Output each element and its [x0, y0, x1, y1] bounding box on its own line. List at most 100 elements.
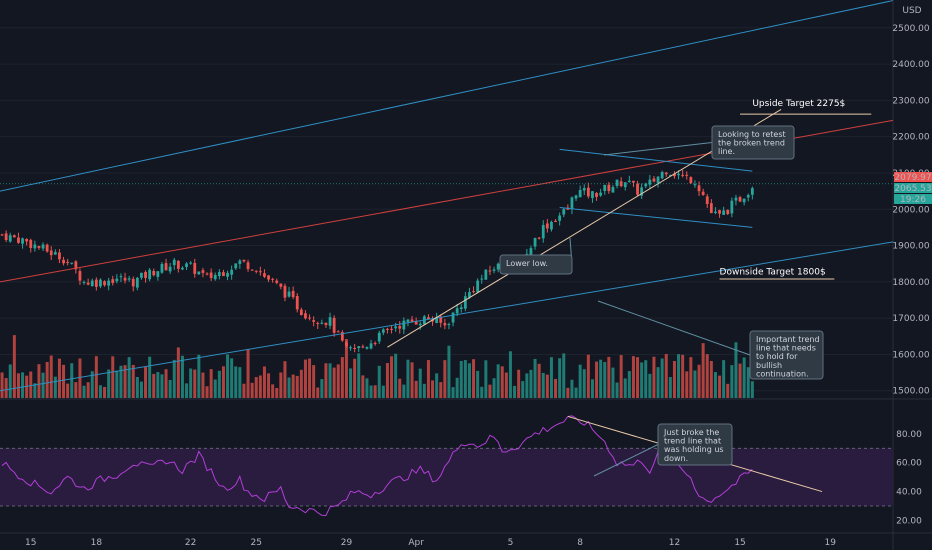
volume-bar [738, 363, 742, 398]
candle-body [480, 278, 484, 280]
annotation-text: trend line that [664, 437, 721, 446]
candle-body [591, 191, 594, 199]
volume-bar [406, 359, 410, 398]
volume-bar [123, 365, 127, 398]
time-tick-label: 15 [25, 538, 36, 548]
candle-body [217, 272, 221, 277]
candle-body [131, 278, 135, 287]
candle-body [664, 172, 668, 175]
volume-bar [722, 360, 726, 398]
volume-bar [221, 366, 225, 398]
volume-bar [549, 357, 553, 398]
volume-bar [726, 383, 730, 398]
volume-bar [668, 377, 672, 398]
candle-body [275, 280, 279, 283]
volume-bar [517, 369, 521, 398]
volume-bar [566, 387, 570, 398]
candle-body [49, 250, 53, 256]
volume-bar [455, 377, 459, 398]
candle-body [398, 325, 402, 329]
volume-bar [357, 353, 361, 398]
time-tick-label: 12 [669, 538, 680, 548]
candle-body [373, 343, 377, 345]
candle-body [357, 346, 361, 349]
candle-body [238, 260, 242, 264]
candle-body [336, 331, 340, 333]
volume-bar [377, 365, 381, 398]
candle-body [160, 263, 164, 273]
candle-body [709, 203, 713, 214]
volume-bar [533, 358, 537, 398]
volume-bar [615, 382, 619, 398]
candle-body [545, 223, 549, 229]
volume-bar [390, 356, 394, 398]
candle-body [250, 269, 254, 271]
price-tick-label: 2400.00 [892, 60, 929, 70]
candle-body [476, 280, 480, 293]
volume-bar [422, 383, 426, 398]
candle-body [541, 225, 545, 239]
price-tick-label: 1700.00 [892, 314, 929, 324]
time-axis[interactable]: 15 18 22 25 29 Apr 5 8 12 15 19 [25, 538, 836, 548]
line-upper-channel [0, 0, 894, 192]
volume-bar [291, 374, 295, 398]
candle-body [90, 280, 94, 287]
volume-bar [508, 351, 512, 398]
volume-bars [0, 335, 754, 398]
candle-body [586, 187, 590, 197]
annotation-text: bullish [756, 361, 782, 370]
volume-bar [144, 367, 148, 398]
candle-body [537, 237, 541, 239]
volume-bar [750, 381, 754, 398]
line-flag-bottom [559, 206, 753, 228]
volume-bar [541, 372, 545, 398]
volume-bar [467, 363, 471, 398]
volume-bar [644, 360, 648, 398]
annotation-text: Important trend [756, 335, 820, 344]
volume-bar [250, 382, 254, 398]
price-axis[interactable]: USD 1500.00 1600.00 1700.00 1800.00 1900.00 20… [892, 6, 932, 526]
price-tick-label: 1800.00 [892, 278, 929, 288]
candle-body [176, 260, 180, 269]
candle-body [693, 184, 697, 186]
annotation-text: line. [718, 147, 735, 156]
candle-body [640, 187, 644, 196]
volume-bar [275, 387, 279, 398]
candle-body [197, 271, 201, 275]
candle-body [21, 238, 24, 244]
volume-bar [627, 371, 631, 398]
candle-body [291, 290, 295, 298]
candle-body [632, 180, 635, 183]
volume-bar [217, 370, 221, 398]
volume-bar [701, 343, 705, 398]
candle-body [496, 263, 500, 270]
volume-bar [172, 359, 176, 398]
candle-body [209, 272, 213, 278]
rsi-panel [0, 415, 893, 517]
candle-body [570, 197, 574, 210]
volume-bar [12, 335, 16, 398]
candle-body [316, 323, 320, 325]
candle-body [349, 347, 352, 349]
volume-bar [127, 357, 131, 398]
candle-body [718, 210, 721, 214]
candle-body [308, 317, 311, 319]
volume-bar [578, 364, 582, 398]
annotation-text: Lower low. [506, 259, 548, 268]
volume-bar [631, 356, 635, 398]
annotation-pointer [603, 142, 713, 156]
rsi-line [1, 415, 753, 517]
candle-body [172, 259, 176, 266]
volume-bar [312, 365, 316, 398]
volume-bar [152, 373, 156, 398]
candle-body [279, 283, 283, 287]
volume-bar [295, 375, 299, 398]
candle-body [714, 211, 717, 213]
volume-bar [234, 366, 238, 398]
price-tick-label: 2300.00 [892, 96, 929, 106]
volume-bar [160, 374, 164, 398]
volume-bar [41, 372, 45, 398]
volume-bar [4, 378, 8, 398]
price-tag-bg [894, 172, 932, 182]
